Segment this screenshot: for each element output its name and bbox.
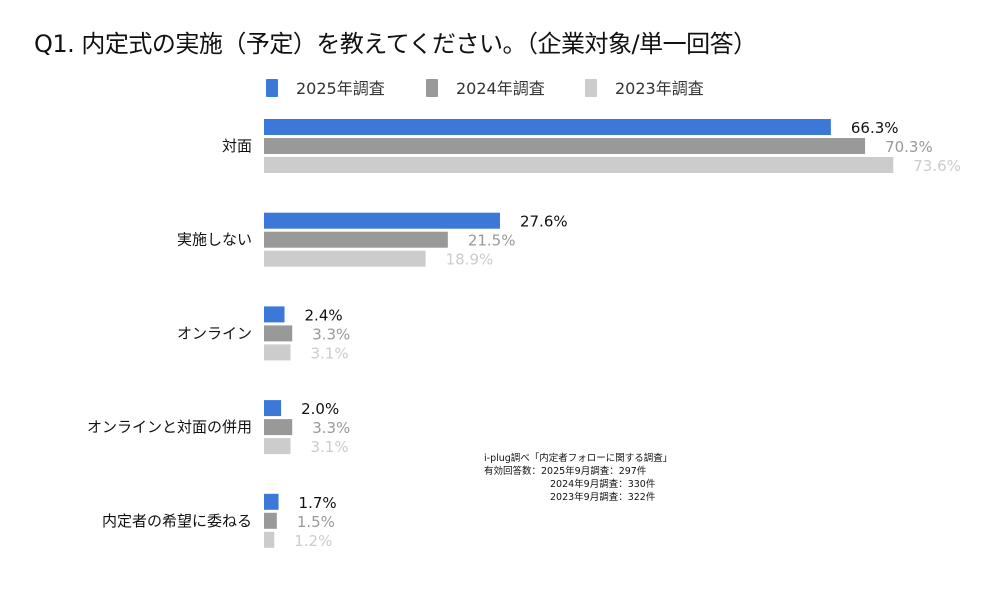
category-label: 実施しない <box>177 231 252 249</box>
chart-title: Q1. 内定式の実施（予定）を教えてください。（企業対象/単一回答） <box>34 30 757 58</box>
data-label: 21.5% <box>468 232 516 250</box>
data-label: 18.9% <box>446 251 494 269</box>
data-label: 3.1% <box>311 438 349 456</box>
bar <box>264 157 894 173</box>
data-label: 73.6% <box>913 157 961 175</box>
category-label: 対面 <box>222 137 252 155</box>
data-label: 3.3% <box>312 325 350 343</box>
data-label: 1.5% <box>297 513 335 531</box>
bar <box>264 325 293 342</box>
legend-swatch <box>426 79 438 97</box>
category-label: 内定者の希望に委ねる <box>102 512 252 530</box>
bar <box>264 119 831 135</box>
data-label: 1.7% <box>299 494 337 512</box>
bar <box>264 344 291 361</box>
bar <box>264 250 426 267</box>
legend-label: 2024年調査 <box>456 79 545 98</box>
note-line: 有効回答数：2025年9月調査：297件 <box>484 466 647 477</box>
bar <box>264 512 277 529</box>
legend-swatch <box>266 79 278 97</box>
legend-label: 2025年調査 <box>296 79 385 98</box>
bar <box>264 138 866 154</box>
legend-label: 2023年調査 <box>615 79 704 98</box>
bar <box>264 306 285 323</box>
data-label: 66.3% <box>851 119 899 137</box>
data-label: 3.3% <box>312 419 350 437</box>
bar <box>264 400 282 417</box>
data-label: 2.0% <box>301 400 339 418</box>
category-label: オンラインと対面の併用 <box>87 418 252 436</box>
note-line: 2023年9月調査：322件 <box>550 492 656 503</box>
data-label: 27.6% <box>520 213 568 231</box>
bar <box>264 231 448 248</box>
bar <box>264 212 500 229</box>
category-label: オンライン <box>177 324 252 342</box>
note-line: i-plug調べ「内定者フォローに関する調査」 <box>484 453 673 464</box>
bar <box>264 438 291 455</box>
legend-swatch <box>585 79 597 97</box>
source-note: i-plug調べ「内定者フォローに関する調査」 有効回答数：2025年9月調査：2… <box>484 452 672 504</box>
note-line: 2024年9月調査：330件 <box>550 479 656 490</box>
data-label: 2.4% <box>305 306 343 324</box>
bar <box>264 419 293 436</box>
data-label: 3.1% <box>311 344 349 362</box>
bar <box>264 493 279 510</box>
bar <box>264 531 275 548</box>
data-label: 70.3% <box>885 138 933 156</box>
data-label: 1.2% <box>294 532 332 550</box>
